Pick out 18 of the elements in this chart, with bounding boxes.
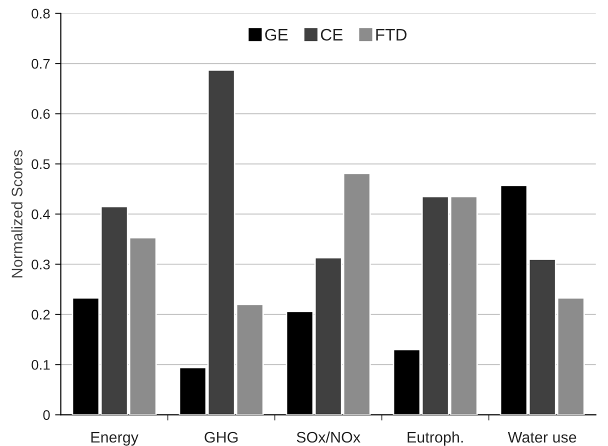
legend-label: FTD	[376, 28, 407, 40]
y-tick-label: 0.8	[32, 8, 50, 19]
y-tick-label: 0.4	[32, 209, 50, 220]
x-tick-label: Eutroph.	[408, 431, 463, 446]
y-tick-label: 0.5	[32, 159, 50, 170]
y-tick-label: 0.7	[32, 58, 50, 69]
y-tick-label: 0.1	[32, 360, 50, 370]
y-tick-label: 0.2	[32, 310, 50, 320]
y-tick-label: 0.6	[32, 109, 50, 119]
y-tick-label: 0	[43, 410, 50, 420]
y-axis-title: Normalized Scores	[11, 150, 22, 278]
y-tick-label: 0.3	[32, 260, 50, 270]
legend-label: CE	[320, 28, 343, 41]
legend-label: GE	[265, 28, 288, 41]
x-tick-label: Energy	[91, 432, 138, 446]
x-tick-label: GHG	[204, 432, 238, 443]
x-tick-label: Water use	[508, 432, 576, 443]
x-tick-label: SOx/NOx	[296, 431, 360, 443]
